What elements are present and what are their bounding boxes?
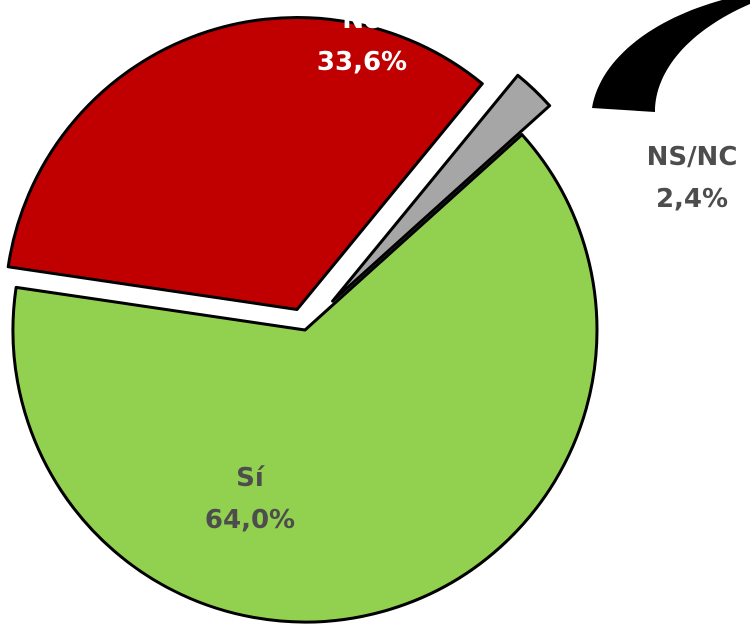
slice-label-name: No xyxy=(342,5,382,35)
pie-slices xyxy=(6,16,599,624)
slice-label-name: NS/NC xyxy=(647,142,738,172)
slice-label-value: 64,0% xyxy=(205,505,295,535)
slice-label-value: 2,4% xyxy=(656,184,728,214)
slice-label-value: 33,6% xyxy=(317,47,407,77)
pie-labels: Sí 64,0% No 33,6% NS/NC 2,4% xyxy=(205,5,738,535)
pie-slice-no xyxy=(6,16,484,311)
slice-label-name: Sí xyxy=(236,463,266,493)
decorative-black-arc xyxy=(592,0,750,112)
pie-slice-s- xyxy=(11,133,599,624)
pie-slice-ns-nc xyxy=(331,73,552,303)
